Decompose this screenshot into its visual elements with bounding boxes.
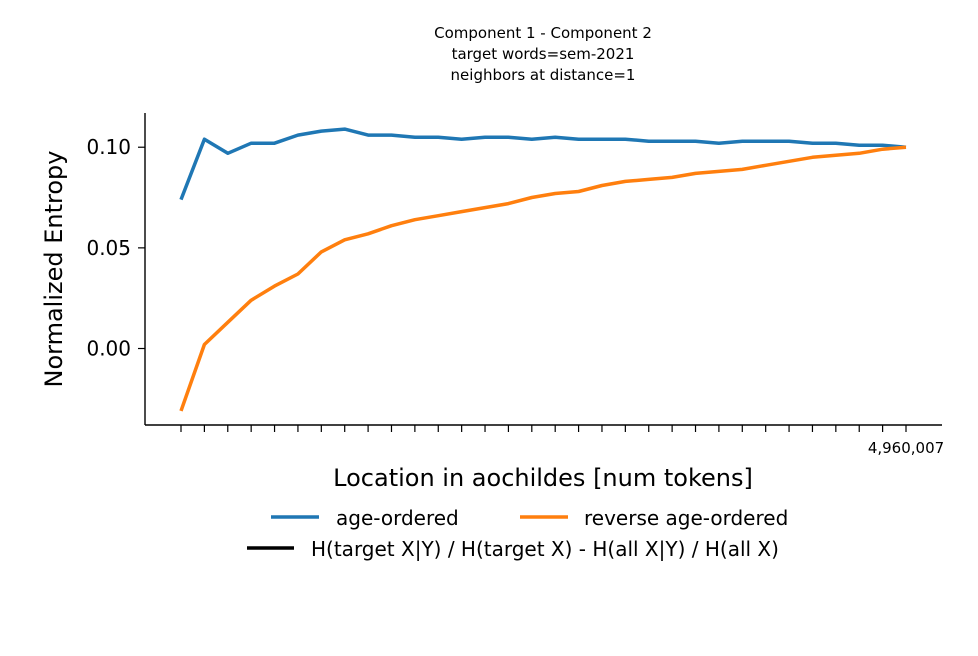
x-axis-ticks: [180, 425, 907, 432]
legend-label-entropy-difference: H(target X|Y) / H(target X) - H(all X|Y)…: [311, 537, 779, 561]
chart-subtitle-line-1: target words=sem-2021: [452, 45, 635, 63]
y-tick-label: 0.10: [86, 135, 131, 159]
y-axis-label: Normalized Entropy: [40, 151, 68, 388]
series-line-age-ordered: [179, 127, 907, 201]
y-tick-label: 0.05: [86, 236, 131, 260]
chart-title: Component 1 - Component 2: [434, 24, 652, 42]
legend-label-reverse-age-ordered: reverse age-ordered: [584, 506, 788, 530]
series-group: [179, 127, 907, 412]
x-tick-label-last: 4,960,007: [868, 439, 944, 457]
series-line-reverse-age-ordered: [179, 145, 907, 412]
legend-label-age-ordered: age-ordered: [336, 506, 459, 530]
chart-subtitle-line-2: neighbors at distance=1: [451, 66, 636, 84]
x-axis-label: Location in aochildes [num tokens]: [333, 464, 753, 492]
y-tick-label: 0.00: [86, 337, 131, 361]
legend: age-ordered reverse age-ordered H(target…: [247, 506, 788, 561]
y-axis-ticks: 0.10 0.05 0.00: [86, 135, 145, 361]
